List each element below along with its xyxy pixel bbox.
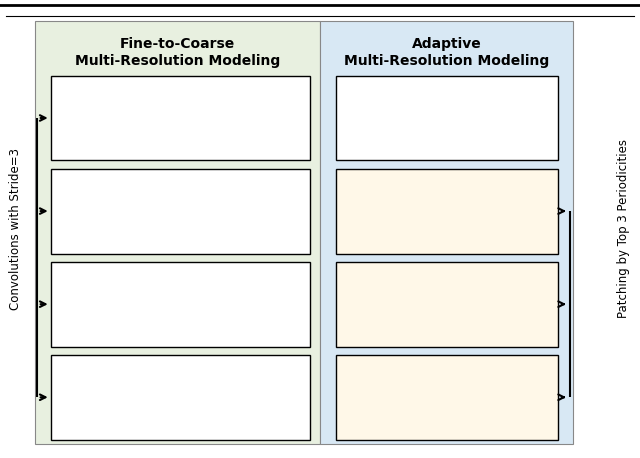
Bar: [51, 262, 310, 347]
Text: Multi-Resolution Modeling: Multi-Resolution Modeling: [75, 55, 280, 68]
Bar: [336, 355, 559, 440]
Bar: [336, 262, 559, 347]
Bar: [336, 76, 559, 160]
Text: Multi-Resolution Modeling: Multi-Resolution Modeling: [344, 55, 549, 68]
Bar: [336, 169, 559, 254]
Text: Convolutions with Stride=3: Convolutions with Stride=3: [10, 148, 22, 310]
Bar: [35, 21, 320, 444]
Text: Fine-to-Coarse: Fine-to-Coarse: [120, 37, 236, 50]
Bar: [320, 21, 573, 444]
Text: Patching by Top 3 Periodicities: Patching by Top 3 Periodicities: [618, 140, 630, 318]
Bar: [51, 76, 310, 160]
Text: Adaptive: Adaptive: [412, 37, 481, 50]
Bar: [51, 169, 310, 254]
Bar: [51, 355, 310, 440]
